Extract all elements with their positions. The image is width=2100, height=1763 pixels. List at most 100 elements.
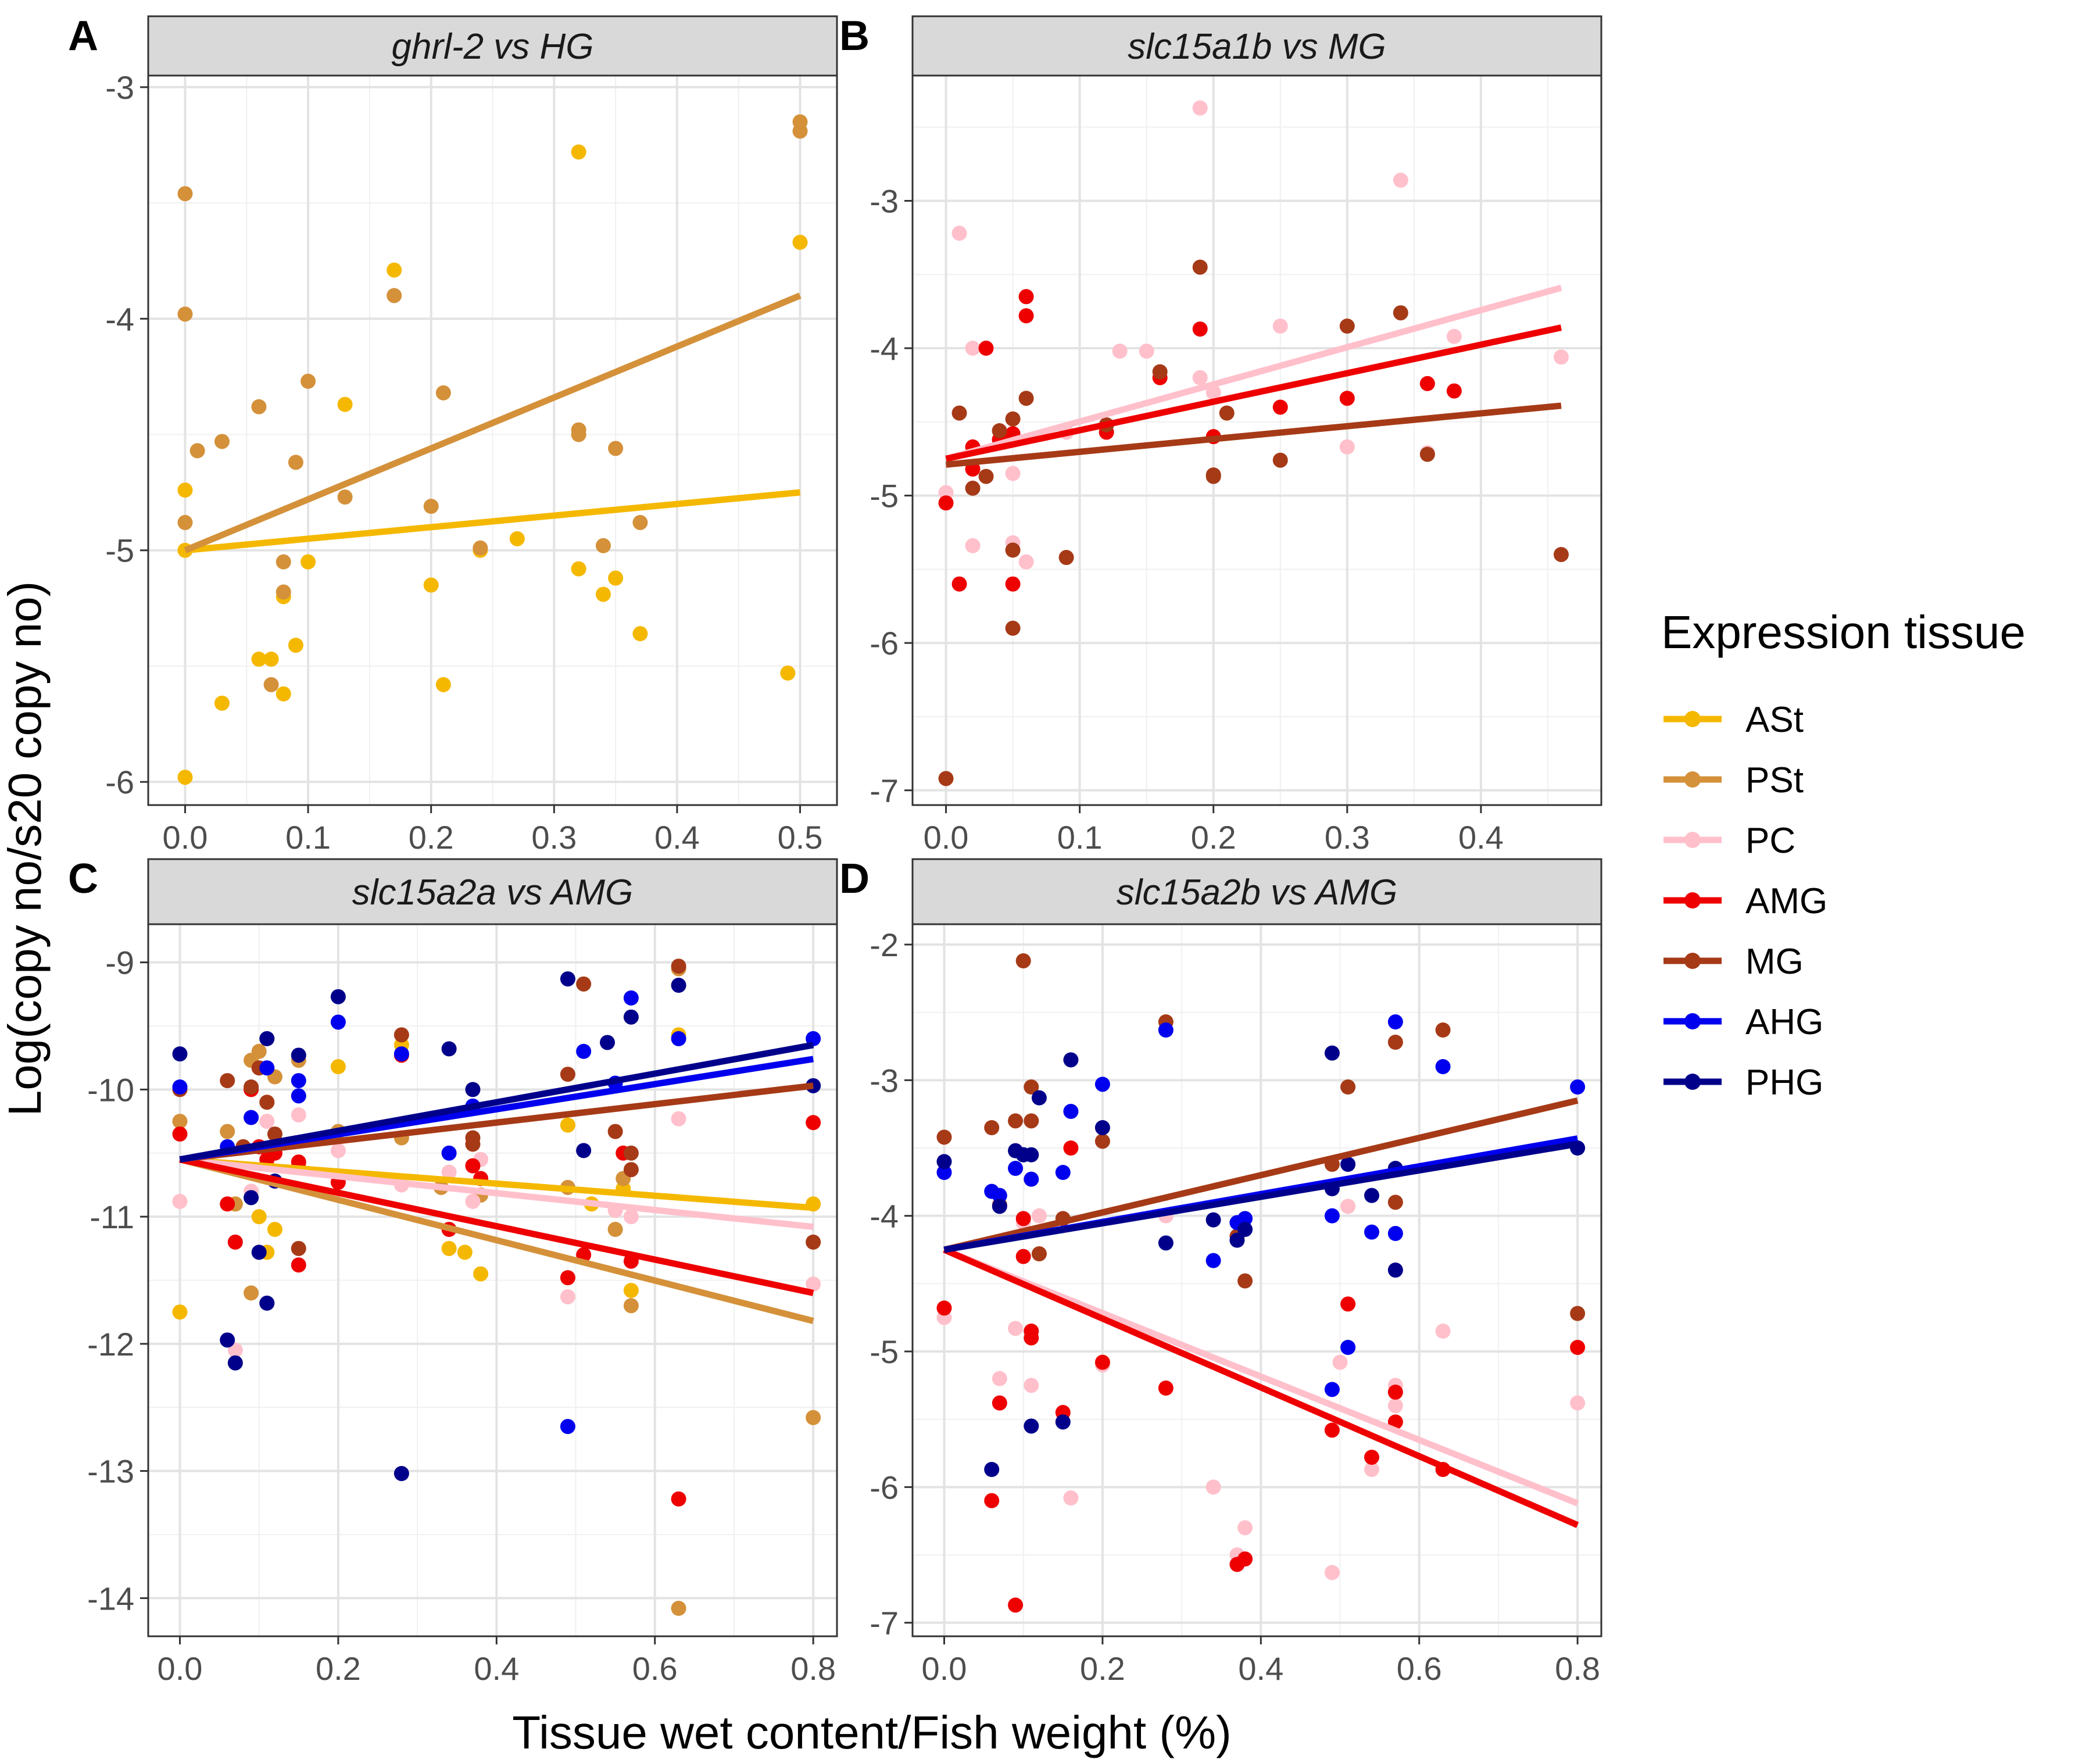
- y-tick-label: -5: [105, 532, 134, 569]
- panel-letter: D: [839, 856, 870, 902]
- panel-strip: [911, 858, 1602, 925]
- data-point: [267, 1126, 282, 1142]
- y-tick-label: -11: [90, 1199, 134, 1235]
- series-PHG: [936, 1045, 1586, 1477]
- data-point: [423, 577, 439, 593]
- data-point: [177, 514, 193, 530]
- data-point: [1324, 1565, 1340, 1580]
- data-point: [1393, 173, 1408, 188]
- data-point: [623, 1145, 639, 1161]
- data-point: [251, 652, 267, 667]
- data-point: [300, 373, 316, 389]
- data-point: [1387, 1014, 1403, 1029]
- minor-gridlines: [148, 76, 837, 805]
- data-point: [1324, 1382, 1340, 1397]
- data-point: [576, 1143, 592, 1158]
- data-point: [560, 971, 575, 987]
- data-point: [1364, 1462, 1379, 1477]
- data-point: [172, 1046, 188, 1062]
- panel-title: slc15a2b vs AMG: [1117, 872, 1398, 913]
- y-tick-label: -3: [105, 69, 134, 106]
- x-tick-label: 0.6: [632, 1650, 678, 1687]
- x-tick-label: 0.8: [1555, 1650, 1600, 1687]
- data-point: [938, 495, 954, 511]
- data-point: [1192, 370, 1208, 385]
- data-point: [1219, 405, 1235, 421]
- data-point: [623, 1162, 639, 1178]
- data-point: [1205, 1479, 1221, 1495]
- data-point: [227, 1234, 243, 1250]
- data-point: [172, 1304, 188, 1320]
- data-point: [177, 186, 193, 202]
- x-tick-label: 0.1: [1057, 819, 1103, 856]
- y-tick-label: -6: [870, 625, 899, 661]
- y-tick-label: -13: [87, 1453, 134, 1490]
- data-point: [1272, 399, 1288, 415]
- data-point: [1364, 1188, 1379, 1203]
- data-point: [571, 561, 586, 577]
- data-point: [806, 1410, 821, 1425]
- data-point: [251, 1209, 267, 1225]
- data-point: [330, 1014, 346, 1030]
- data-layer: [172, 959, 821, 1616]
- data-point: [992, 1371, 1007, 1386]
- data-point: [1024, 1113, 1039, 1129]
- data-point: [1387, 1263, 1403, 1278]
- data-point: [1237, 1520, 1253, 1536]
- data-point: [1063, 1052, 1079, 1068]
- panel-letter: B: [839, 13, 870, 59]
- legend-item-PSt: PSt: [1663, 760, 1804, 800]
- data-point: [244, 1079, 259, 1095]
- fit-line-PHG: [179, 1042, 814, 1163]
- data-point: [288, 455, 303, 470]
- data-point: [1237, 1551, 1253, 1567]
- data-point: [473, 540, 488, 556]
- data-point: [936, 1165, 952, 1180]
- data-point: [220, 1124, 235, 1139]
- legend-label: PHG: [1745, 1063, 1823, 1103]
- x-tick-label: 0.8: [790, 1650, 836, 1687]
- data-point: [441, 1164, 457, 1180]
- data-point: [992, 1395, 1007, 1411]
- data-point: [276, 584, 291, 600]
- data-point: [806, 1234, 821, 1250]
- data-point: [1063, 1140, 1079, 1156]
- x-tick-label: 0.1: [285, 819, 331, 856]
- data-layer: [936, 953, 1586, 1613]
- data-point: [623, 1009, 639, 1025]
- data-point: [576, 976, 592, 992]
- data-point: [1008, 1161, 1024, 1176]
- data-point: [435, 385, 451, 400]
- data-point: [1553, 349, 1569, 365]
- series-AHG: [936, 1014, 1586, 1397]
- data-point: [560, 1419, 575, 1435]
- data-point: [806, 1031, 821, 1046]
- x-tick-label: 0.4: [654, 819, 700, 856]
- data-point: [1094, 1354, 1110, 1370]
- y-tick-label: -7: [870, 1605, 899, 1642]
- legend-item-AHG: AHG: [1663, 1002, 1823, 1042]
- y-tick-label: -5: [870, 478, 899, 514]
- data-point: [189, 443, 205, 459]
- data-point: [1340, 1340, 1356, 1355]
- data-point: [965, 480, 981, 496]
- fit-line-PHG: [943, 1140, 1579, 1253]
- data-point: [1139, 344, 1154, 359]
- data-point: [263, 677, 279, 692]
- data-point: [1192, 100, 1208, 116]
- data-point: [992, 423, 1007, 439]
- data-point: [1094, 1077, 1110, 1092]
- data-point: [330, 989, 346, 1004]
- legend-title: Expression tissue: [1661, 606, 2026, 658]
- data-point: [1031, 1208, 1047, 1224]
- data-point: [1364, 1450, 1379, 1465]
- data-point: [965, 341, 981, 356]
- data-point: [1570, 1079, 1586, 1095]
- data-point: [1324, 1422, 1340, 1438]
- data-point: [978, 341, 994, 356]
- x-tick-label: 0.4: [474, 1650, 519, 1687]
- data-point: [1158, 1381, 1174, 1396]
- data-point: [177, 482, 193, 498]
- data-layer: [177, 114, 808, 785]
